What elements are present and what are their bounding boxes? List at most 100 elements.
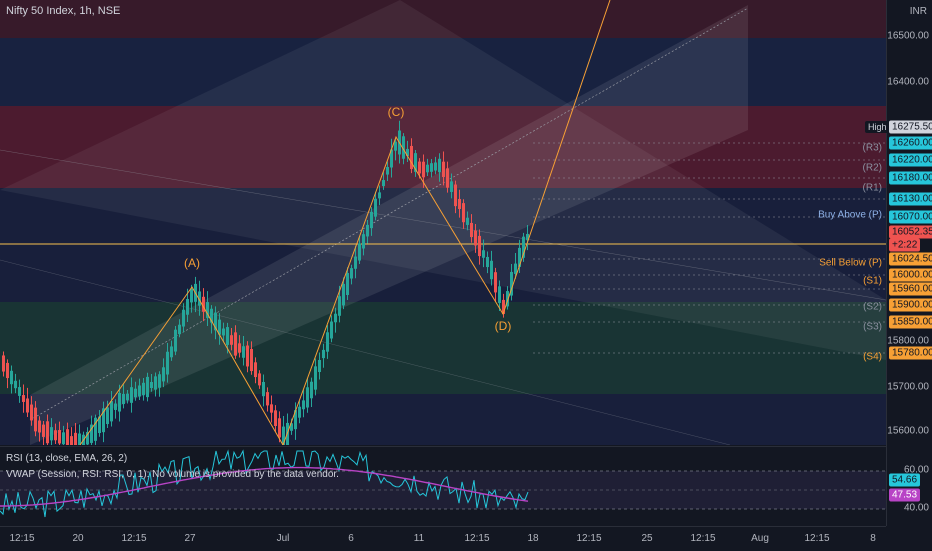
rsi-vwap-line	[0, 466, 529, 507]
candle-body	[222, 328, 225, 336]
candle-body	[298, 406, 301, 418]
zone-blue-mid	[0, 188, 886, 302]
candle-body	[390, 149, 393, 168]
rsi-legend[interactable]: RSI (13, close, EMA, 26, 2)	[6, 453, 128, 464]
candle-body	[122, 393, 125, 405]
candle-body	[34, 407, 37, 432]
candle-body	[482, 250, 485, 258]
price-axis-label: 16400.00	[887, 76, 929, 88]
candle-body	[118, 392, 121, 412]
candle-body	[58, 430, 61, 444]
candle-body	[442, 161, 445, 177]
candle-body	[434, 162, 437, 171]
candle-body	[54, 430, 57, 441]
price-chart-canvas[interactable]	[0, 0, 886, 445]
candle-body	[154, 376, 157, 390]
price-pane[interactable]: Nifty 50 Index, 1h, NSE (A) (C) (D) (R3) (R…	[0, 0, 886, 445]
candle-body	[50, 427, 53, 441]
candle-body	[446, 168, 449, 188]
candle-body	[190, 288, 193, 303]
candle-body	[250, 348, 253, 372]
candle-body	[426, 164, 429, 173]
candle-body	[38, 420, 41, 433]
candle-body	[518, 247, 521, 267]
zone-blue-upper	[0, 38, 886, 106]
candle-body	[210, 308, 213, 323]
candle-body	[130, 387, 133, 403]
candle-body	[454, 184, 457, 207]
candle-body	[338, 296, 341, 316]
candle-body	[306, 387, 309, 408]
candle-body	[262, 381, 265, 397]
candle-body	[66, 429, 69, 445]
rsi-vwap-legend[interactable]: VWAP (Session, RSI: RSI, 0, 1): No volum…	[6, 469, 339, 480]
chart-legend[interactable]: Nifty 50 Index, 1h, NSE	[6, 5, 121, 17]
candle-body	[366, 224, 369, 237]
candle-body	[242, 346, 245, 358]
candle-body	[158, 374, 161, 388]
candle-body	[274, 410, 277, 427]
price-tag: 15960.00	[889, 282, 932, 296]
exchange: NSE	[97, 5, 121, 17]
time-axis-label: 18	[527, 533, 539, 544]
candle-body	[18, 387, 21, 396]
price-axis-label: 15600.00	[887, 425, 929, 437]
rsi-canvas[interactable]	[0, 447, 886, 526]
price-axis-label: 15700.00	[887, 381, 929, 393]
candle-body	[294, 410, 297, 430]
candle-body	[342, 283, 345, 306]
rsi-value-tag: 54.66	[889, 473, 921, 487]
time-axis-label: 25	[641, 533, 653, 544]
candle-body	[282, 426, 285, 445]
wave-label: (A)	[184, 256, 200, 270]
candle-body	[218, 319, 221, 335]
time-axis-label: 12:15	[576, 533, 602, 544]
candle-body	[370, 211, 373, 229]
price-tag: 15850.00	[889, 315, 932, 329]
candle-body	[182, 309, 185, 327]
candle-body	[314, 366, 317, 390]
candle-body	[486, 256, 489, 268]
time-axis-label: Jul	[276, 533, 290, 544]
price-axis-label: 15800.00	[887, 335, 929, 347]
price-tag: High	[865, 121, 890, 133]
candle-body	[110, 401, 113, 422]
price-tag: 16070.00	[889, 210, 932, 224]
candle-body	[74, 432, 77, 445]
candle-body	[450, 181, 453, 192]
candle-body	[90, 424, 93, 443]
channel-midline	[29, 7, 749, 421]
candle-body	[422, 161, 425, 178]
rsi-pane[interactable]: RSI (13, close, EMA, 26, 2) VWAP (Sessio…	[0, 446, 886, 526]
candle-body	[430, 163, 433, 172]
candle-body	[502, 299, 505, 314]
price-tag: 16260.00	[889, 136, 932, 150]
candle-body	[302, 400, 305, 410]
candle-body	[162, 367, 165, 382]
candle-body	[354, 256, 357, 269]
time-axis-label: 11	[413, 533, 425, 544]
candle-body	[278, 418, 281, 438]
candle-body	[238, 343, 241, 353]
time-axis-label: Aug	[751, 533, 769, 544]
candle-body	[458, 198, 461, 210]
candle-body	[202, 296, 205, 312]
price-tag: 16180.00	[889, 171, 932, 185]
candle-body	[322, 349, 325, 359]
candle-body	[106, 407, 109, 425]
candle-body	[42, 424, 45, 437]
price-tag: 16024.50	[889, 252, 932, 266]
time-axis[interactable]: 12:15 20 12:15 27 Jul 6 11 12:15 18 12:15 25 12:15 A…	[0, 526, 886, 551]
candle-body	[290, 423, 293, 431]
candle-body	[406, 148, 409, 157]
price-tag: 16275.50	[889, 120, 932, 134]
time-axis-label: 27	[184, 533, 196, 544]
pivot-label: (S2)	[863, 301, 882, 313]
candle-body	[510, 271, 513, 296]
price-tag: 15900.00	[889, 298, 932, 312]
price-axis[interactable]: INR 16500.00 16400.00 15800.00 15700.00 1560…	[865, 0, 932, 526]
zone-blue-low	[0, 394, 886, 445]
candle-body	[310, 381, 313, 399]
candle-body	[98, 416, 101, 434]
candle-body	[230, 335, 233, 345]
